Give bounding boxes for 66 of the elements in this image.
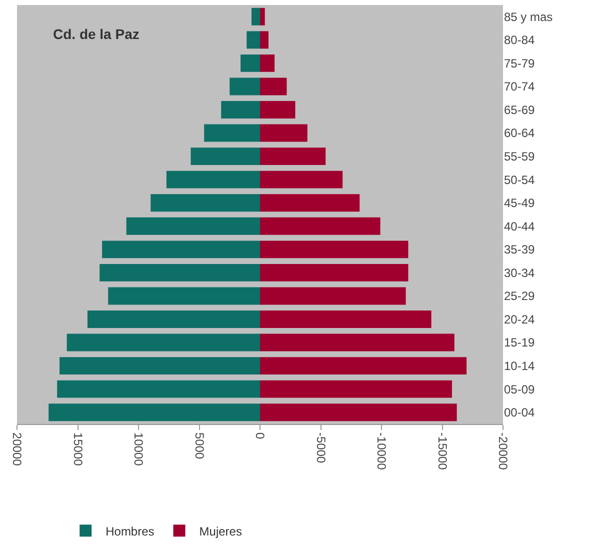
x-tick-label: 0	[253, 432, 268, 440]
y-tick-label: 30-34	[504, 266, 536, 280]
bar	[260, 31, 269, 49]
y-tick-label: 05-09	[504, 382, 536, 396]
y-tick-label: 50-54	[504, 172, 536, 187]
bar	[260, 334, 454, 352]
bar	[60, 357, 260, 375]
bar	[87, 310, 260, 328]
bar	[100, 264, 260, 282]
bar	[260, 124, 308, 142]
bar	[190, 148, 260, 166]
bar	[166, 170, 260, 188]
y-tick-label: 20-24	[504, 312, 536, 326]
y-tick-label: 65-69	[504, 102, 536, 117]
y-tick-label: 35-39	[504, 242, 536, 257]
bar	[260, 240, 408, 258]
bar	[260, 194, 360, 212]
y-tick-label: 25-29	[504, 289, 536, 304]
x-tick-label: 5000	[192, 432, 206, 460]
y-tick-label: 55-59	[504, 150, 536, 164]
x-tick-label: -5000	[314, 432, 328, 464]
x-tick-label: -20000	[496, 432, 510, 470]
y-tick-label: 45-49	[504, 196, 536, 210]
x-tick-label: 10000	[132, 432, 146, 466]
bar	[252, 8, 260, 26]
bar	[126, 217, 260, 235]
bar	[260, 380, 452, 398]
bar	[240, 54, 260, 72]
y-tick-label: 60-64	[504, 126, 536, 140]
y-tick-label: 00-04	[504, 406, 536, 420]
bar	[260, 8, 265, 26]
bar	[260, 264, 408, 282]
y-tick-label: 75-79	[504, 56, 536, 70]
y-tick-label: 10-14	[504, 359, 536, 374]
bar	[260, 54, 275, 72]
y-tick-label: 40-44	[504, 219, 536, 234]
x-tick-label: -15000	[435, 432, 450, 470]
x-tick-label: -10000	[374, 432, 389, 470]
bar	[150, 194, 260, 212]
bar	[260, 217, 380, 235]
bar	[204, 124, 260, 142]
bar	[260, 148, 326, 166]
x-tick-label: 20000	[10, 432, 24, 466]
bar	[48, 404, 260, 422]
bar	[230, 78, 260, 96]
y-tick-label: 70-74	[504, 80, 536, 94]
bar	[260, 78, 287, 96]
bar	[246, 31, 260, 49]
bar	[260, 101, 296, 118]
y-tick-label: 85 y mas	[504, 10, 553, 24]
text: Cd. de la Paz	[53, 26, 140, 42]
bar	[221, 101, 260, 118]
bar	[260, 357, 467, 375]
x-tick-label: 15000	[70, 432, 85, 466]
bar	[260, 287, 406, 305]
bar	[57, 380, 260, 398]
bar	[66, 334, 260, 352]
legend-label: Mujeres	[199, 524, 242, 538]
legend-label: Hombres	[106, 524, 154, 538]
bar	[260, 310, 432, 328]
y-tick-label: 80-84	[504, 33, 536, 48]
bar	[260, 404, 457, 422]
y-tick-label: 15-19	[504, 336, 536, 350]
bar	[102, 240, 260, 258]
bar	[260, 170, 343, 188]
bar	[108, 287, 260, 305]
